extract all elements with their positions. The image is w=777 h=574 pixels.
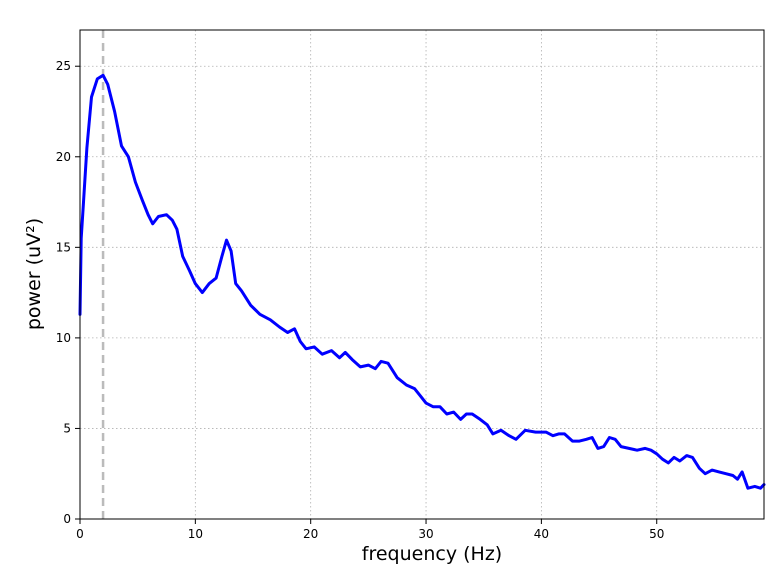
grid-lines — [79, 30, 764, 520]
y-axis-label: power (uV²) — [23, 218, 45, 330]
plot-frame — [79, 29, 765, 520]
axis-ticks: 0 10 20 30 40 50 0 5 10 15 20 25 — [56, 59, 665, 541]
y-tick-label: 5 — [63, 421, 71, 435]
power-spectrum-line — [78, 73, 766, 490]
x-tick-label: 30 — [418, 527, 433, 541]
x-axis-label: frequency (Hz) — [362, 543, 502, 565]
x-tick-label: 10 — [188, 527, 203, 541]
y-tick-label: 10 — [56, 331, 71, 345]
y-tick-label: 20 — [56, 150, 71, 164]
series-group — [78, 73, 766, 490]
y-tick-label: 25 — [56, 59, 71, 73]
x-tick-label: 50 — [649, 527, 664, 541]
x-tick-label: 0 — [76, 527, 84, 541]
x-tick-label: 40 — [534, 527, 549, 541]
y-tick-label: 0 — [63, 512, 71, 526]
y-tick-label: 15 — [56, 240, 71, 254]
x-tick-label: 20 — [303, 527, 318, 541]
